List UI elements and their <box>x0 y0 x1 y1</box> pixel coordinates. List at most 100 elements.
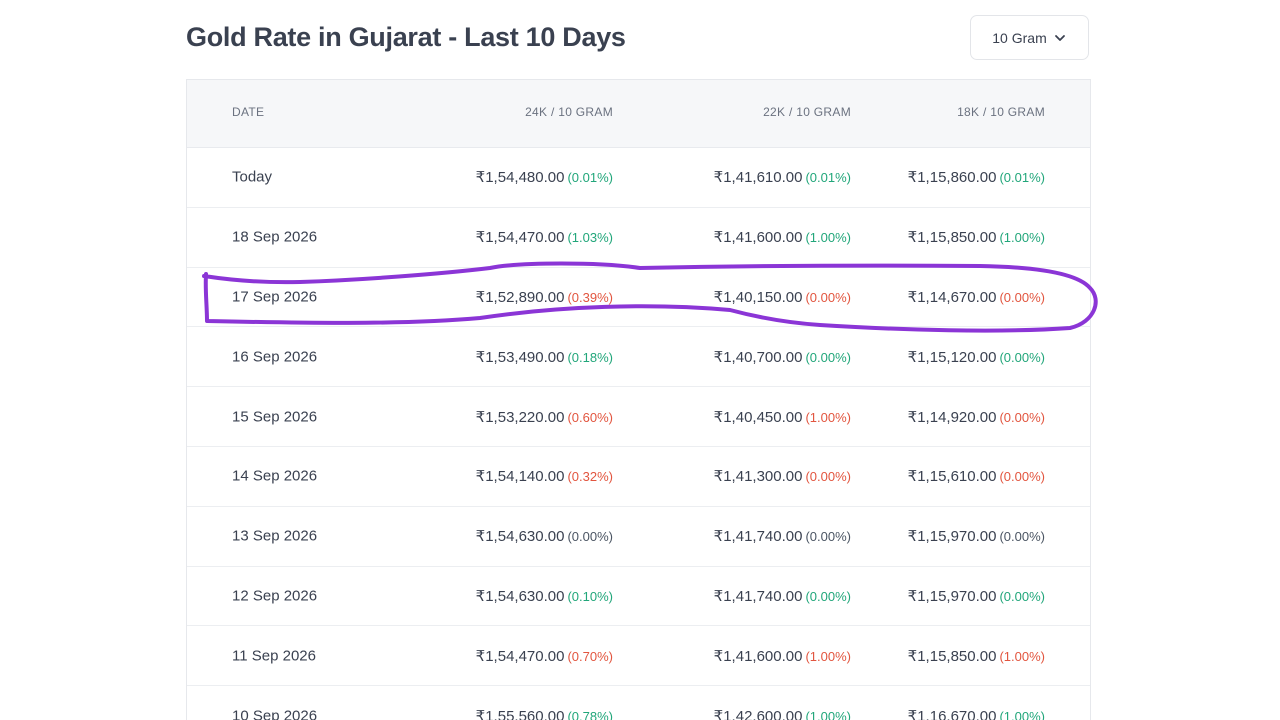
unit-dropdown[interactable]: 10 Gram <box>970 15 1089 60</box>
cell-18k-value: ₹1,15,610.00 <box>907 468 997 486</box>
cell-date-value: 13 Sep 2026 <box>232 527 318 545</box>
cell-24k: ₹1,54,140.00 (0.32%) <box>476 467 613 485</box>
cell-18k: ₹1,15,850.00 (1.00%) <box>908 228 1045 246</box>
cell-24k-value: ₹1,53,490.00 <box>475 348 565 366</box>
cell-date: 18 Sep 2026 <box>232 229 317 246</box>
cell-22k: ₹1,40,450.00 (1.00%) <box>714 408 851 426</box>
cell-date: 10 Sep 2026 <box>232 707 317 720</box>
cell-22k-value: ₹1,41,740.00 <box>713 587 803 605</box>
cell-24k-change: (0.32%) <box>567 469 613 485</box>
cell-24k: ₹1,53,220.00 (0.60%) <box>476 408 613 426</box>
cell-24k-value: ₹1,54,630.00 <box>475 528 565 546</box>
cell-24k-change: (0.78%) <box>567 708 613 720</box>
table-body: Today ₹1,54,480.00 (0.01%) ₹1,41,610.00 (0.0… <box>187 148 1090 720</box>
cell-18k-change: (0.00%) <box>999 289 1045 305</box>
cell-24k-value: ₹1,52,890.00 <box>475 288 565 306</box>
cell-18k-value: ₹1,15,970.00 <box>907 528 997 546</box>
cell-24k: ₹1,54,470.00 (0.70%) <box>476 647 613 665</box>
table-row: 14 Sep 2026 ₹1,54,140.00 (0.32%) ₹1,41,300.… <box>187 447 1090 507</box>
unit-dropdown-value: 10 Gram <box>992 29 1047 46</box>
table-header: DATE 24K / 10 GRAM 22K / 10 GRAM 18K / 1… <box>187 80 1090 148</box>
cell-24k: ₹1,54,480.00 (0.01%) <box>476 168 613 186</box>
cell-22k-value: ₹1,41,600.00 <box>713 229 803 247</box>
cell-date-value: 16 Sep 2026 <box>232 348 318 366</box>
cell-date: 12 Sep 2026 <box>232 587 317 604</box>
cell-24k: ₹1,53,490.00 (0.18%) <box>476 348 613 366</box>
cell-18k-value: ₹1,16,670.00 <box>907 707 997 720</box>
cell-24k-change: (0.70%) <box>567 648 613 664</box>
gold-rate-table: DATE 24K / 10 GRAM 22K / 10 GRAM 18K / 1… <box>186 79 1091 720</box>
cell-18k: ₹1,15,970.00 (0.00%) <box>908 527 1045 545</box>
cell-22k-change: (0.00%) <box>805 289 851 305</box>
cell-22k-value: ₹1,40,450.00 <box>713 408 803 426</box>
cell-18k: ₹1,15,860.00 (0.01%) <box>908 168 1045 186</box>
cell-24k-value: ₹1,54,140.00 <box>475 468 565 486</box>
table-row: Today ₹1,54,480.00 (0.01%) ₹1,41,610.00 (0.0… <box>187 148 1090 208</box>
cell-22k-value: ₹1,41,740.00 <box>713 528 803 546</box>
cell-date-value: 18 Sep 2026 <box>232 228 318 246</box>
cell-22k-change: (0.01%) <box>805 170 851 186</box>
cell-date: 14 Sep 2026 <box>232 468 317 485</box>
cell-24k-change: (0.00%) <box>567 529 613 545</box>
page-title: Gold Rate in Gujarat - Last 10 Days <box>186 22 626 52</box>
cell-18k-value: ₹1,15,860.00 <box>907 169 997 187</box>
cell-18k-change: (0.00%) <box>999 588 1045 604</box>
cell-18k-change: (0.00%) <box>999 409 1045 425</box>
cell-24k-value: ₹1,54,470.00 <box>475 647 565 665</box>
cell-24k-change: (0.10%) <box>567 588 613 604</box>
cell-date: 15 Sep 2026 <box>232 408 317 425</box>
cell-22k-value: ₹1,40,150.00 <box>713 288 803 306</box>
cell-date-value: 12 Sep 2026 <box>232 587 318 605</box>
cell-24k-value: ₹1,55,560.00 <box>475 707 565 720</box>
cell-date-value: 11 Sep 2026 <box>232 647 316 665</box>
table-row: 16 Sep 2026 ₹1,53,490.00 (0.18%) ₹1,40,700.… <box>187 327 1090 388</box>
cell-18k-change: (0.01%) <box>999 170 1045 186</box>
chevron-down-icon <box>1054 34 1065 41</box>
cell-22k-value: ₹1,41,610.00 <box>713 169 803 187</box>
cell-date: 13 Sep 2026 <box>232 528 317 545</box>
cell-18k: ₹1,15,850.00 (1.00%) <box>908 647 1045 665</box>
cell-22k-change: (1.00%) <box>805 409 851 425</box>
cell-date: 16 Sep 2026 <box>232 348 317 365</box>
cell-18k-value: ₹1,14,670.00 <box>907 288 997 306</box>
cell-18k: ₹1,15,970.00 (0.00%) <box>908 587 1045 605</box>
cell-22k: ₹1,41,600.00 (1.00%) <box>714 228 851 246</box>
table-row: 12 Sep 2026 ₹1,54,630.00 (0.10%) ₹1,41,740.… <box>187 567 1090 627</box>
cell-22k: ₹1,40,150.00 (0.00%) <box>714 288 851 306</box>
cell-22k-change: (1.00%) <box>805 708 851 720</box>
cell-22k-value: ₹1,41,600.00 <box>713 647 803 665</box>
cell-22k: ₹1,41,740.00 (0.00%) <box>714 527 851 545</box>
cell-18k-change: (0.00%) <box>999 349 1045 365</box>
cell-18k-change: (1.00%) <box>999 708 1045 720</box>
cell-date-value: 14 Sep 2026 <box>232 467 318 485</box>
cell-date-value: 10 Sep 2026 <box>232 707 318 720</box>
column-header-24k: 24K / 10 GRAM <box>525 105 613 119</box>
cell-22k-change: (0.00%) <box>805 588 851 604</box>
cell-date-value: 15 Sep 2026 <box>232 408 318 426</box>
cell-24k-value: ₹1,53,220.00 <box>475 408 565 426</box>
table-row: 18 Sep 2026 ₹1,54,470.00 (1.03%) ₹1,41,600.… <box>187 208 1090 268</box>
cell-18k-change: (1.00%) <box>999 648 1045 664</box>
cell-22k: ₹1,40,700.00 (0.00%) <box>714 348 851 366</box>
table-row: 15 Sep 2026 ₹1,53,220.00 (0.60%) ₹1,40,450.… <box>187 387 1090 447</box>
table-row: 13 Sep 2026 ₹1,54,630.00 (0.00%) ₹1,41,740.… <box>187 507 1090 567</box>
cell-22k: ₹1,41,300.00 (0.00%) <box>714 467 851 485</box>
cell-24k-change: (0.18%) <box>567 349 613 365</box>
column-header-date: DATE <box>232 105 265 119</box>
cell-18k-value: ₹1,14,920.00 <box>907 408 997 426</box>
table-row: 10 Sep 2026 ₹1,55,560.00 (0.78%) ₹1,42,600.… <box>187 686 1090 720</box>
cell-18k: ₹1,15,610.00 (0.00%) <box>908 467 1045 485</box>
cell-18k: ₹1,14,920.00 (0.00%) <box>908 408 1045 426</box>
cell-22k-value: ₹1,40,700.00 <box>713 348 803 366</box>
cell-18k: ₹1,15,120.00 (0.00%) <box>908 348 1045 366</box>
cell-18k: ₹1,14,670.00 (0.00%) <box>908 288 1045 306</box>
cell-24k: ₹1,54,470.00 (1.03%) <box>476 228 613 246</box>
cell-22k-value: ₹1,41,300.00 <box>713 468 803 486</box>
cell-date: 11 Sep 2026 <box>232 647 316 664</box>
cell-22k-change: (1.00%) <box>805 230 851 246</box>
cell-24k: ₹1,55,560.00 (0.78%) <box>476 707 613 720</box>
cell-date: Today <box>232 169 272 186</box>
cell-24k-value: ₹1,54,630.00 <box>475 587 565 605</box>
cell-24k-value: ₹1,54,470.00 <box>475 229 565 247</box>
